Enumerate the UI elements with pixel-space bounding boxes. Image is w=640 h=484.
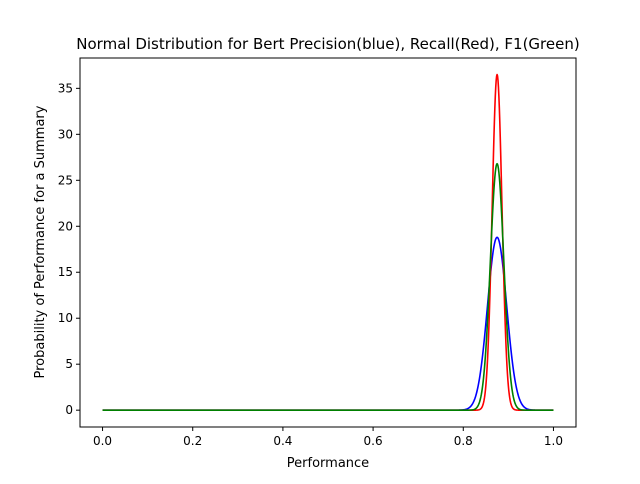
- y-axis: 0 5 10 15 20 25 30 35: [58, 81, 80, 417]
- series-line: [102, 162, 554, 411]
- y-tick-label: 20: [58, 219, 73, 233]
- x-tick-label: 0.0: [93, 434, 112, 448]
- x-tick-label: 0.2: [183, 434, 202, 448]
- x-tick-label: 0.4: [273, 434, 292, 448]
- y-tick-label: 25: [58, 173, 73, 187]
- y-tick-label: 35: [58, 81, 73, 95]
- y-axis-label: Probability of Performance for a Summary: [33, 105, 48, 378]
- x-axis-label: Performance: [287, 456, 369, 471]
- plot-frame: [79, 57, 577, 428]
- x-tick-label: 0.6: [364, 434, 383, 448]
- y-tick-label: 15: [58, 265, 73, 279]
- chart-title: Normal Distribution for Bert Precision(b…: [76, 35, 579, 53]
- series-layer: [102, 73, 554, 411]
- y-tick-label: 5: [65, 357, 73, 371]
- y-tick-label: 0: [65, 403, 73, 417]
- y-tick-label: 10: [58, 311, 73, 325]
- x-tick-label: 1.0: [544, 434, 563, 448]
- x-axis: 0.0 0.2 0.4 0.6 0.8 1.0: [93, 427, 563, 448]
- x-tick-label: 0.8: [454, 434, 473, 448]
- y-tick-label: 30: [58, 127, 73, 141]
